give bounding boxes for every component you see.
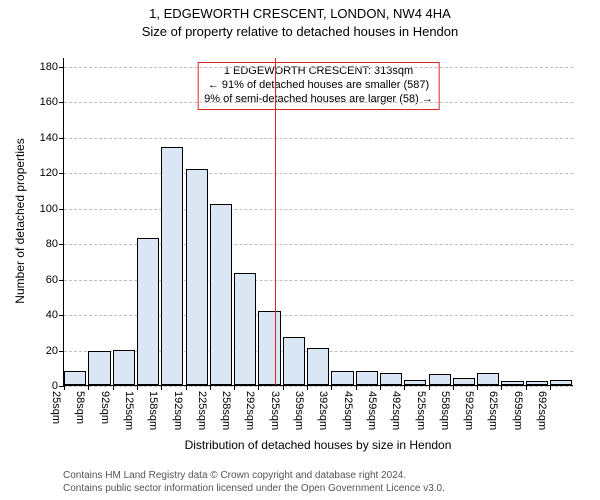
histogram-bar: [453, 378, 475, 385]
title-line-2: Size of property relative to detached ho…: [0, 24, 600, 39]
xtick-mark: [429, 385, 430, 390]
xtick-label: 359sqm: [293, 391, 305, 430]
xtick-label: 92sqm: [99, 391, 111, 424]
xtick-mark: [550, 385, 551, 390]
histogram-bar: [64, 371, 86, 385]
xtick-mark: [307, 385, 308, 390]
xtick-label: 492sqm: [390, 391, 402, 430]
xtick-mark: [380, 385, 381, 390]
ytick-label: 40: [46, 309, 64, 321]
ytick-label: 100: [40, 203, 64, 215]
histogram-bar: [331, 371, 353, 385]
xtick-mark: [283, 385, 284, 390]
xtick-mark: [186, 385, 187, 390]
ytick-label: 20: [46, 345, 64, 357]
xtick-mark: [526, 385, 527, 390]
ytick-label: 60: [46, 274, 64, 286]
histogram-bar: [210, 204, 232, 385]
histogram-bar: [258, 311, 280, 385]
gridline-h: [64, 173, 573, 174]
xtick-mark: [137, 385, 138, 390]
xtick-label: 192sqm: [172, 391, 184, 430]
ytick-label: 120: [40, 167, 64, 179]
title-line-1: 1, EDGEWORTH CRESCENT, LONDON, NW4 4HA: [0, 6, 600, 21]
histogram-bar: [88, 351, 110, 385]
xtick-label: 558sqm: [439, 391, 451, 430]
histogram-bar: [404, 380, 426, 385]
x-axis-label: Distribution of detached houses by size …: [63, 438, 573, 452]
xtick-mark: [88, 385, 89, 390]
histogram-bar: [234, 273, 256, 385]
xtick-label: 392sqm: [317, 391, 329, 430]
histogram-bar: [550, 380, 572, 385]
histogram-bar: [307, 348, 329, 385]
histogram-bar: [526, 381, 548, 385]
xtick-label: 225sqm: [196, 391, 208, 430]
xtick-label: 659sqm: [512, 391, 524, 430]
xtick-mark: [210, 385, 211, 390]
xtick-mark: [331, 385, 332, 390]
xtick-label: 459sqm: [366, 391, 378, 430]
annotation-line-3: 9% of semi-detached houses are larger (5…: [204, 93, 433, 107]
ytick-label: 180: [40, 61, 64, 73]
plot-area: 1 EDGEWORTH CRESCENT: 313sqm ← 91% of de…: [63, 58, 573, 386]
xtick-mark: [477, 385, 478, 390]
xtick-label: 125sqm: [123, 391, 135, 430]
histogram-bar: [113, 350, 135, 385]
footnote-line-1: Contains HM Land Registry data © Crown c…: [63, 470, 406, 481]
gridline-h: [64, 138, 573, 139]
reference-line: [275, 58, 276, 385]
xtick-mark: [404, 385, 405, 390]
xtick-mark: [234, 385, 235, 390]
xtick-label: 692sqm: [536, 391, 548, 430]
xtick-label: 58sqm: [74, 391, 86, 424]
histogram-bar: [380, 373, 402, 385]
histogram-bar: [356, 371, 378, 385]
histogram-bar: [501, 381, 523, 385]
xtick-label: 158sqm: [147, 391, 159, 430]
xtick-label: 592sqm: [463, 391, 475, 430]
xtick-mark: [453, 385, 454, 390]
xtick-label: 625sqm: [487, 391, 499, 430]
xtick-mark: [501, 385, 502, 390]
xtick-label: 292sqm: [244, 391, 256, 430]
histogram-bar: [429, 374, 451, 385]
xtick-mark: [356, 385, 357, 390]
gridline-h: [64, 386, 573, 387]
xtick-label: 258sqm: [220, 391, 232, 430]
xtick-label: 525sqm: [415, 391, 427, 430]
gridline-h: [64, 67, 573, 68]
ytick-label: 80: [46, 238, 64, 250]
xtick-label: 25sqm: [50, 391, 62, 424]
xtick-label: 325sqm: [269, 391, 281, 430]
histogram-plot: 1 EDGEWORTH CRESCENT: 313sqm ← 91% of de…: [63, 58, 573, 386]
xtick-mark: [258, 385, 259, 390]
histogram-bar: [283, 337, 305, 385]
ytick-label: 140: [40, 132, 64, 144]
histogram-bar: [477, 373, 499, 385]
annotation-line-2: ← 91% of detached houses are smaller (58…: [204, 79, 433, 93]
gridline-h: [64, 209, 573, 210]
y-axis-label: Number of detached properties: [13, 57, 27, 385]
xtick-label: 425sqm: [342, 391, 354, 430]
gridline-h: [64, 102, 573, 103]
footnote-line-2: Contains public sector information licen…: [63, 483, 445, 494]
xtick-mark: [113, 385, 114, 390]
ytick-label: 160: [40, 96, 64, 108]
xtick-mark: [64, 385, 65, 390]
histogram-bar: [186, 169, 208, 385]
histogram-bar: [161, 147, 183, 385]
xtick-mark: [161, 385, 162, 390]
histogram-bar: [137, 238, 159, 385]
